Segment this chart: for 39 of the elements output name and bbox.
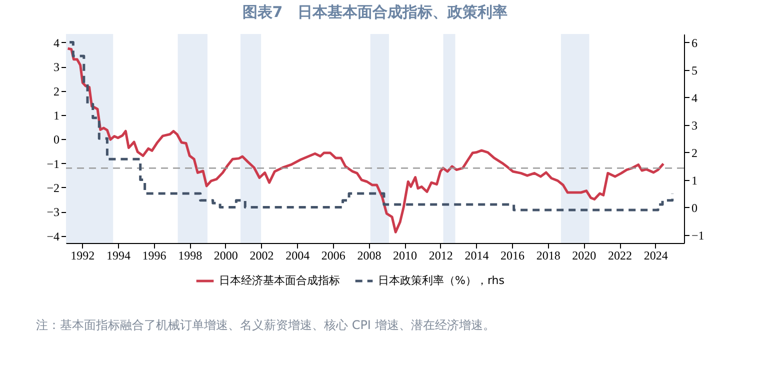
x-tick-label: 2004 — [286, 248, 310, 262]
x-tick-label: 2018 — [536, 248, 560, 262]
y-tick-label: 0 — [54, 132, 60, 147]
x-tick-label: 1994 — [106, 248, 130, 262]
text: 注：基本面指标融合了机械订单增速、名义薪资增速、核心 CPI 增速、潜在经济增速。 — [36, 318, 495, 332]
x-tick-label: 2000 — [214, 248, 238, 262]
x-tick-label: 2020 — [572, 248, 596, 262]
y-tick-label: −4 — [46, 229, 60, 244]
y2-tick-label: 3 — [692, 118, 698, 132]
line-series — [66, 47, 665, 234]
y2-tick-label: −1 — [692, 228, 704, 242]
x-tick-label: 2014 — [464, 248, 489, 262]
y-tick-label: −2 — [46, 180, 60, 195]
x-tick-label: 2008 — [357, 248, 382, 262]
x-tick-label: 1998 — [178, 248, 202, 262]
legend-label: 日本经济基本面合成指标 — [219, 274, 340, 287]
y-tick-label: 1 — [54, 108, 60, 122]
y-tick-label: −3 — [46, 205, 60, 220]
y2-tick-label: 1 — [692, 173, 698, 188]
x-tick-label: 2024 — [644, 248, 668, 262]
x-tick-label: 2012 — [428, 248, 453, 262]
y2-tick-label: 0 — [692, 200, 698, 215]
y2-tick-label: 4 — [692, 90, 698, 105]
x-tick-label: 2006 — [321, 248, 346, 262]
x-tick-label: 2002 — [250, 248, 274, 262]
y2-tick-label: 2 — [692, 146, 698, 160]
y-tick-label: 2 — [54, 84, 60, 98]
x-tick-label: 2016 — [500, 248, 525, 262]
x-tick-label: 2022 — [608, 248, 632, 262]
y2-tick-label: 5 — [692, 63, 698, 78]
chart-title: 图表7 日本基本面合成指标、政策利率 — [242, 3, 508, 21]
y2-tick-label: 6 — [692, 36, 698, 50]
x-tick-label: 1992 — [70, 248, 95, 262]
x-tick-label: 1996 — [142, 248, 166, 262]
y-tick-label: 3 — [54, 60, 60, 74]
y-tick-label: −1 — [46, 156, 60, 171]
legend-label: 日本政策利率（%），rhs — [378, 274, 505, 287]
x-tick-label: 2010 — [393, 248, 418, 262]
y-tick-label: 4 — [54, 36, 60, 50]
